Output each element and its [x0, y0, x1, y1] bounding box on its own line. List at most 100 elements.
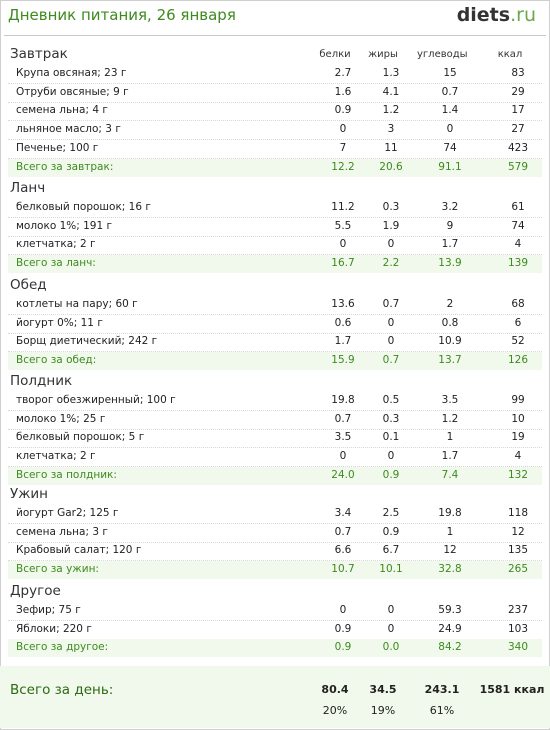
meal-total-row: Всего за другое: 0.9 0.0 84.2 340: [8, 639, 542, 658]
food-name: йогурт Gar2; 125 г: [16, 507, 119, 519]
food-row[interactable]: клетчатка; 2 г 0 0 1.7 4: [8, 236, 542, 256]
food-name: Крупа овсяная; 23 г: [16, 67, 127, 79]
nutrient-value: 1: [446, 525, 454, 538]
nutrient-value: 1: [446, 431, 454, 444]
food-row[interactable]: йогурт Gar2; 125 г 3.4 2.5 19.8 118: [8, 505, 542, 524]
nutrient-value: 0: [387, 604, 395, 616]
food-name: молоко 1%; 25 г: [16, 412, 106, 425]
meal-total-value: 132: [507, 468, 529, 481]
nutrient-value: 61: [511, 201, 525, 213]
meal-section-title: Другое: [10, 583, 61, 599]
food-row[interactable]: Крупа овсяная; 23 г 2.7 1.3 15 83: [8, 65, 542, 84]
food-name: белковый порошок; 5 г: [16, 431, 145, 444]
meal-total-label: Всего за обед:: [16, 354, 97, 367]
meal-total-value: 265: [507, 563, 529, 576]
site-logo[interactable]: diets.ru: [457, 4, 536, 26]
nutrient-value: 0: [387, 335, 395, 348]
nutrient-value: 0.9: [334, 104, 352, 117]
food-row[interactable]: семена льна; 3 г 0.7 0.9 1 12: [8, 524, 542, 543]
nutrient-value: 103: [507, 622, 529, 635]
nutrient-value: 99: [511, 394, 525, 406]
nutrient-value: 3: [387, 123, 395, 136]
meal-total-value: 0.9: [382, 468, 400, 481]
nutrient-value: 0: [387, 238, 395, 251]
meal-total-value: 126: [507, 354, 529, 367]
nutrient-value: 118: [507, 507, 529, 519]
meal-total-value: 10.7: [331, 563, 355, 576]
nutrient-value: 1.6: [334, 85, 352, 98]
nutrient-value: 4.1: [382, 85, 400, 98]
meal-total-value: 13.7: [438, 354, 462, 367]
page-title: Дневник питания, 26 января: [8, 6, 236, 24]
logo-main: diets: [456, 4, 511, 26]
food-row[interactable]: молоко 1%; 25 г 0.7 0.3 1.2 10: [8, 411, 542, 430]
meal-section-title: Ланч: [10, 180, 46, 196]
nutrient-value: 17: [511, 104, 525, 117]
meal-total-value: 15.9: [331, 354, 355, 367]
food-row[interactable]: клетчатка; 2 г 0 0 1.7 4: [8, 448, 542, 468]
meal-total-row: Всего за ужин: 10.7 10.1 32.8 265: [8, 561, 542, 580]
nutrient-value: 10.9: [438, 335, 462, 348]
meal-total-value: 16.7: [331, 257, 355, 270]
nutrient-value: 1.4: [441, 104, 459, 117]
nutrient-value: 19.8: [331, 394, 355, 406]
nutrient-value: 0: [387, 316, 395, 329]
nutrient-value: 19.8: [438, 507, 462, 519]
nutrient-value: 1.7: [441, 238, 459, 251]
meal-total-value: 579: [507, 160, 529, 173]
nutrient-value: 74: [443, 141, 457, 154]
nutrient-value: 0.5: [382, 394, 400, 406]
meal-total-row: Всего за завтрак: 12.2 20.6 91.1 579: [8, 158, 542, 177]
column-header: жиры: [368, 49, 398, 60]
nutrient-value: 10: [511, 412, 525, 425]
food-name: белковый порошок; 16 г: [16, 201, 151, 213]
nutrient-value: 7: [339, 141, 347, 154]
meal-total-label: Всего за другое:: [16, 641, 109, 654]
nutrient-value: 0.7: [382, 298, 400, 310]
nutrient-value: 74: [511, 219, 525, 232]
nutrient-value: 12: [511, 525, 525, 538]
meal-total-row: Всего за обед: 15.9 0.7 13.7 126: [8, 352, 542, 371]
meal-section-title: Завтрак: [10, 46, 68, 62]
logo-tld: .ru: [510, 4, 536, 26]
food-row[interactable]: Отруби овсяные; 9 г 1.6 4.1 0.7 29: [8, 84, 542, 103]
nutrient-value: 135: [507, 544, 529, 557]
day-total-label: Всего за день:: [10, 682, 114, 698]
food-row[interactable]: Зефир; 75 г 0 0 59.3 237: [8, 602, 542, 621]
food-row[interactable]: Печенье; 100 г 7 11 74 423: [8, 140, 542, 159]
food-name: клетчатка; 2 г: [16, 238, 96, 251]
nutrient-value: 0: [339, 604, 347, 616]
nutrient-value: 3.5: [441, 394, 459, 406]
food-name: Отруби овсяные; 9 г: [16, 85, 129, 98]
food-row[interactable]: котлеты на пару; 60 г 13.6 0.7 2 68: [8, 296, 542, 315]
meal-section-title: Обед: [10, 277, 47, 293]
meal-total-value: 20.6: [379, 160, 403, 173]
food-row[interactable]: льняное масло; 3 г 0 3 0 27: [8, 121, 542, 141]
food-row[interactable]: Борщ диетический; 242 г 1.7 0 10.9 52: [8, 333, 542, 353]
food-name: Крабовый салат; 120 г: [16, 544, 142, 557]
nutrient-value: 29: [511, 85, 525, 98]
nutrient-value: 423: [507, 141, 529, 154]
food-row[interactable]: белковый порошок; 5 г 3.5 0.1 1 19: [8, 429, 542, 449]
food-row[interactable]: молоко 1%; 191 г 5.5 1.9 9 74: [8, 218, 542, 237]
nutrient-value: 0.7: [334, 412, 352, 425]
meal-total-value: 139: [507, 257, 529, 270]
food-name: творог обезжиренный; 100 г: [16, 394, 176, 406]
day-summary: Всего за день: 80.4 34.5 243.1 1581 ккал…: [0, 666, 550, 728]
food-row[interactable]: Крабовый салат; 120 г 6.6 6.7 12 135: [8, 542, 542, 562]
food-row[interactable]: творог обезжиренный; 100 г 19.8 0.5 3.5 99: [8, 392, 542, 411]
nutrient-value: 0: [387, 622, 395, 635]
nutrient-value: 11: [384, 141, 398, 154]
food-row[interactable]: Яблоки; 220 г 0.9 0 24.9 103: [8, 621, 542, 640]
food-row[interactable]: белковый порошок; 16 г 11.2 0.3 3.2 61: [8, 199, 542, 218]
day-carbs-pct: 61%: [429, 704, 455, 717]
nutrient-value: 4: [514, 238, 522, 251]
food-row[interactable]: семена льна; 4 г 0.9 1.2 1.4 17: [8, 102, 542, 122]
food-name: Печенье; 100 г: [16, 141, 99, 154]
nutrient-value: 5.5: [334, 219, 352, 232]
nutrient-value: 0: [446, 123, 454, 136]
meal-total-value: 91.1: [438, 160, 462, 173]
meal-total-value: 0.7: [382, 354, 400, 367]
food-name: котлеты на пару; 60 г: [16, 298, 138, 310]
food-row[interactable]: йогурт 0%; 11 г 0.6 0 0.8 6: [8, 315, 542, 334]
